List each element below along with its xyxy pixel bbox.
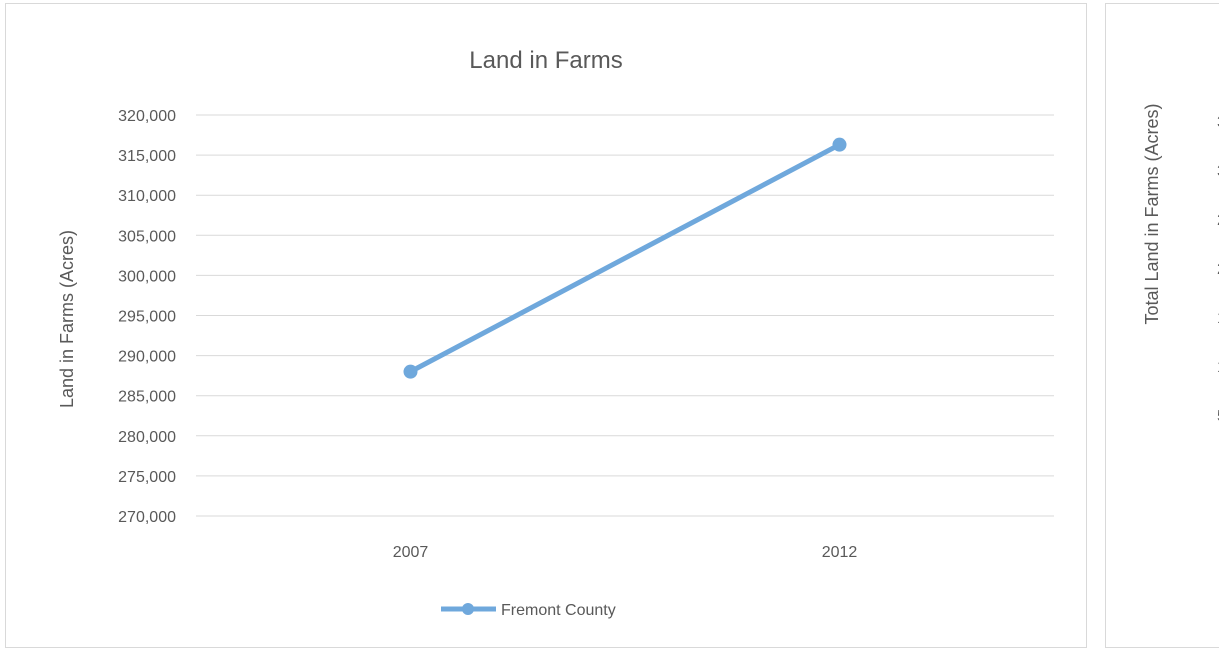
legend: Fremont County <box>441 602 616 619</box>
y-axis-title: Land in Farms (Acres) <box>57 230 77 408</box>
y-tick-label: 270,000 <box>118 509 176 526</box>
legend-swatch-marker <box>462 603 474 615</box>
y-tick-labels: 320,000 315,000 310,000 305,000 300,000 295,0… <box>118 108 176 526</box>
y-tick-label-total: 200 <box>1217 261 1219 278</box>
y-tick-label-total: 350 <box>1217 114 1219 131</box>
y-tick-label: 315,000 <box>118 148 176 165</box>
y-tick-label-total: 250 <box>1217 212 1219 229</box>
series-line-fremont-county <box>408 142 842 375</box>
y-axis-title-total: Total Land in Farms (Acres) <box>1142 103 1162 324</box>
x-tick-label: 2007 <box>393 544 429 561</box>
data-point <box>403 364 418 379</box>
y-tick-label: 280,000 <box>118 429 176 446</box>
legend-label-fremont-county: Fremont County <box>501 602 616 619</box>
land-in-farms-chart-svg: Land in Farms Land in Farms (Acres) 320,… <box>57 47 1054 619</box>
y-tick-label: 310,000 <box>118 188 176 205</box>
chart-title: Land in Farms <box>469 47 622 74</box>
y-tick-label: 320,000 <box>118 108 176 125</box>
x-tick-labels: 2007 2012 <box>393 544 858 561</box>
y-tick-label: 275,000 <box>118 469 176 486</box>
y-tick-labels-total: 350 300 250 200 150 100 50 <box>1217 114 1219 425</box>
total-land-in-farms-chart-svg: Total Land in Farms (Acres) 350 300 250 200… <box>1142 103 1219 425</box>
y-tick-label: 295,000 <box>118 309 176 326</box>
x-tick-label: 2012 <box>822 544 858 561</box>
y-tick-label: 285,000 <box>118 389 176 406</box>
gridlines <box>196 114 1054 517</box>
series-lines <box>403 137 847 379</box>
land-in-farms-chart: Land in Farms Land in Farms (Acres) 320,… <box>5 3 1087 648</box>
data-point <box>832 137 847 152</box>
y-tick-label-total: 300 <box>1217 163 1219 180</box>
total-land-in-farms-chart: Total Land in Farms (Acres) 350 300 250 200… <box>1105 3 1219 648</box>
y-tick-label: 290,000 <box>118 349 176 366</box>
y-tick-label: 305,000 <box>118 228 176 245</box>
y-tick-label-total: 100 <box>1217 359 1219 376</box>
y-tick-label-total: 50 <box>1217 408 1219 425</box>
y-tick-label: 300,000 <box>118 268 176 285</box>
y-tick-label-total: 150 <box>1217 310 1219 327</box>
